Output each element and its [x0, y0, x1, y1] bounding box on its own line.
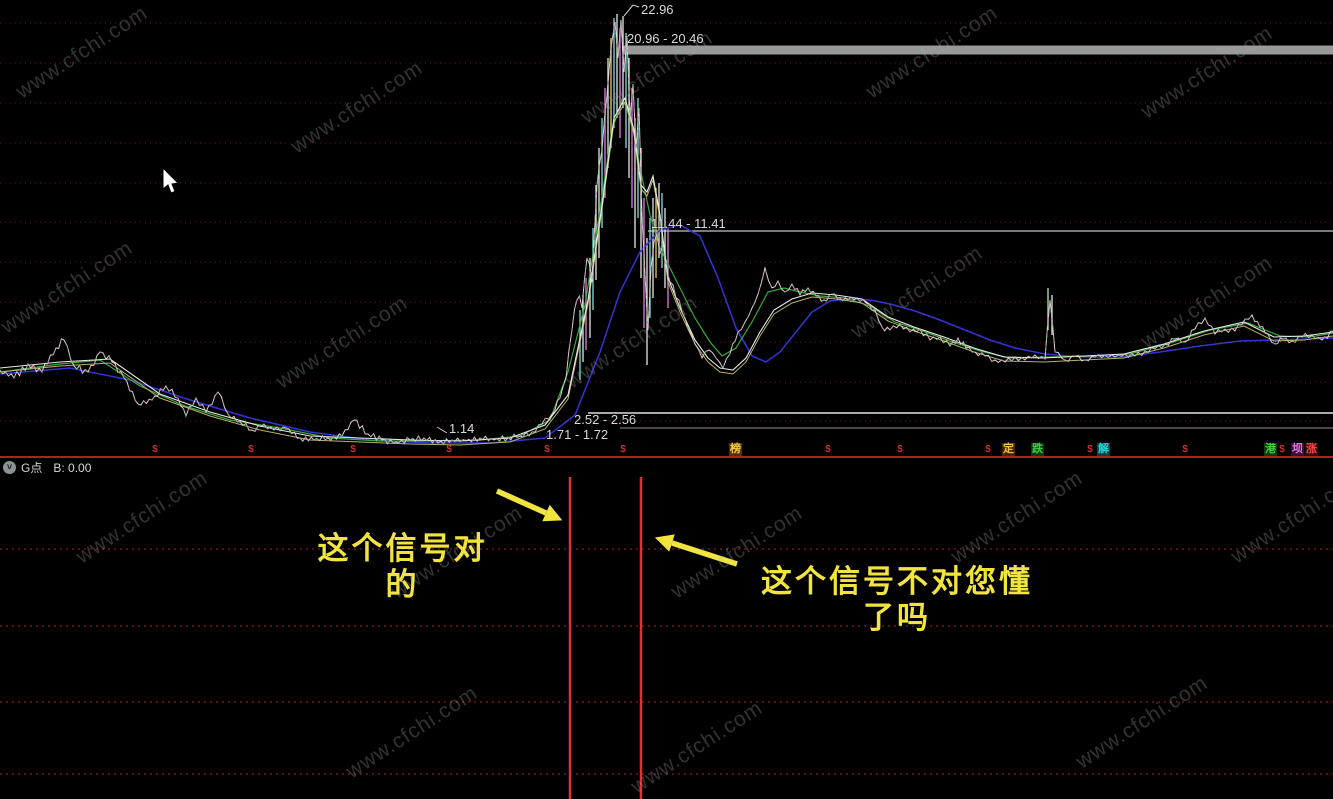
arrow-head-icon	[542, 504, 563, 522]
sub-panel-gridlines	[0, 548, 1333, 775]
arrow-shaft	[671, 540, 738, 567]
event-vertical-lines	[568, 477, 643, 799]
annotation-line: 了吗	[863, 600, 931, 635]
price-line	[0, 19, 1333, 445]
arrow-shaft	[495, 488, 548, 516]
candle-wicks	[579, 14, 1053, 380]
annotation-line: 的	[385, 567, 420, 602]
price-line-magenta-candles	[0, 19, 1333, 445]
annotation-line: 这个信号不对您懂	[761, 564, 1033, 599]
arrow-head-icon	[654, 534, 675, 552]
reference-lines	[588, 45, 1333, 429]
callout-ticks	[436, 4, 640, 434]
indicator-name: G点	[21, 461, 43, 475]
indicator-value: B: 0.00	[53, 460, 92, 475]
annotation-arrows	[495, 488, 738, 567]
indicator-header: ˅ G点 B: 0.00	[3, 459, 91, 476]
main-panel-gridlines	[0, 22, 1333, 422]
ma-line-blue	[0, 224, 1333, 444]
annotation-line: 这个信号对	[317, 531, 488, 566]
annotation-signal-correct: 这个信号对 的	[295, 531, 510, 603]
ma-line-yellow	[0, 100, 1333, 446]
ma-line-green	[0, 98, 1333, 442]
annotation-signal-wrong: 这个信号不对您懂 了吗	[742, 564, 1052, 636]
price-line-green-candles	[0, 19, 1333, 445]
collapse-chevron-icon[interactable]: ˅	[3, 461, 16, 474]
